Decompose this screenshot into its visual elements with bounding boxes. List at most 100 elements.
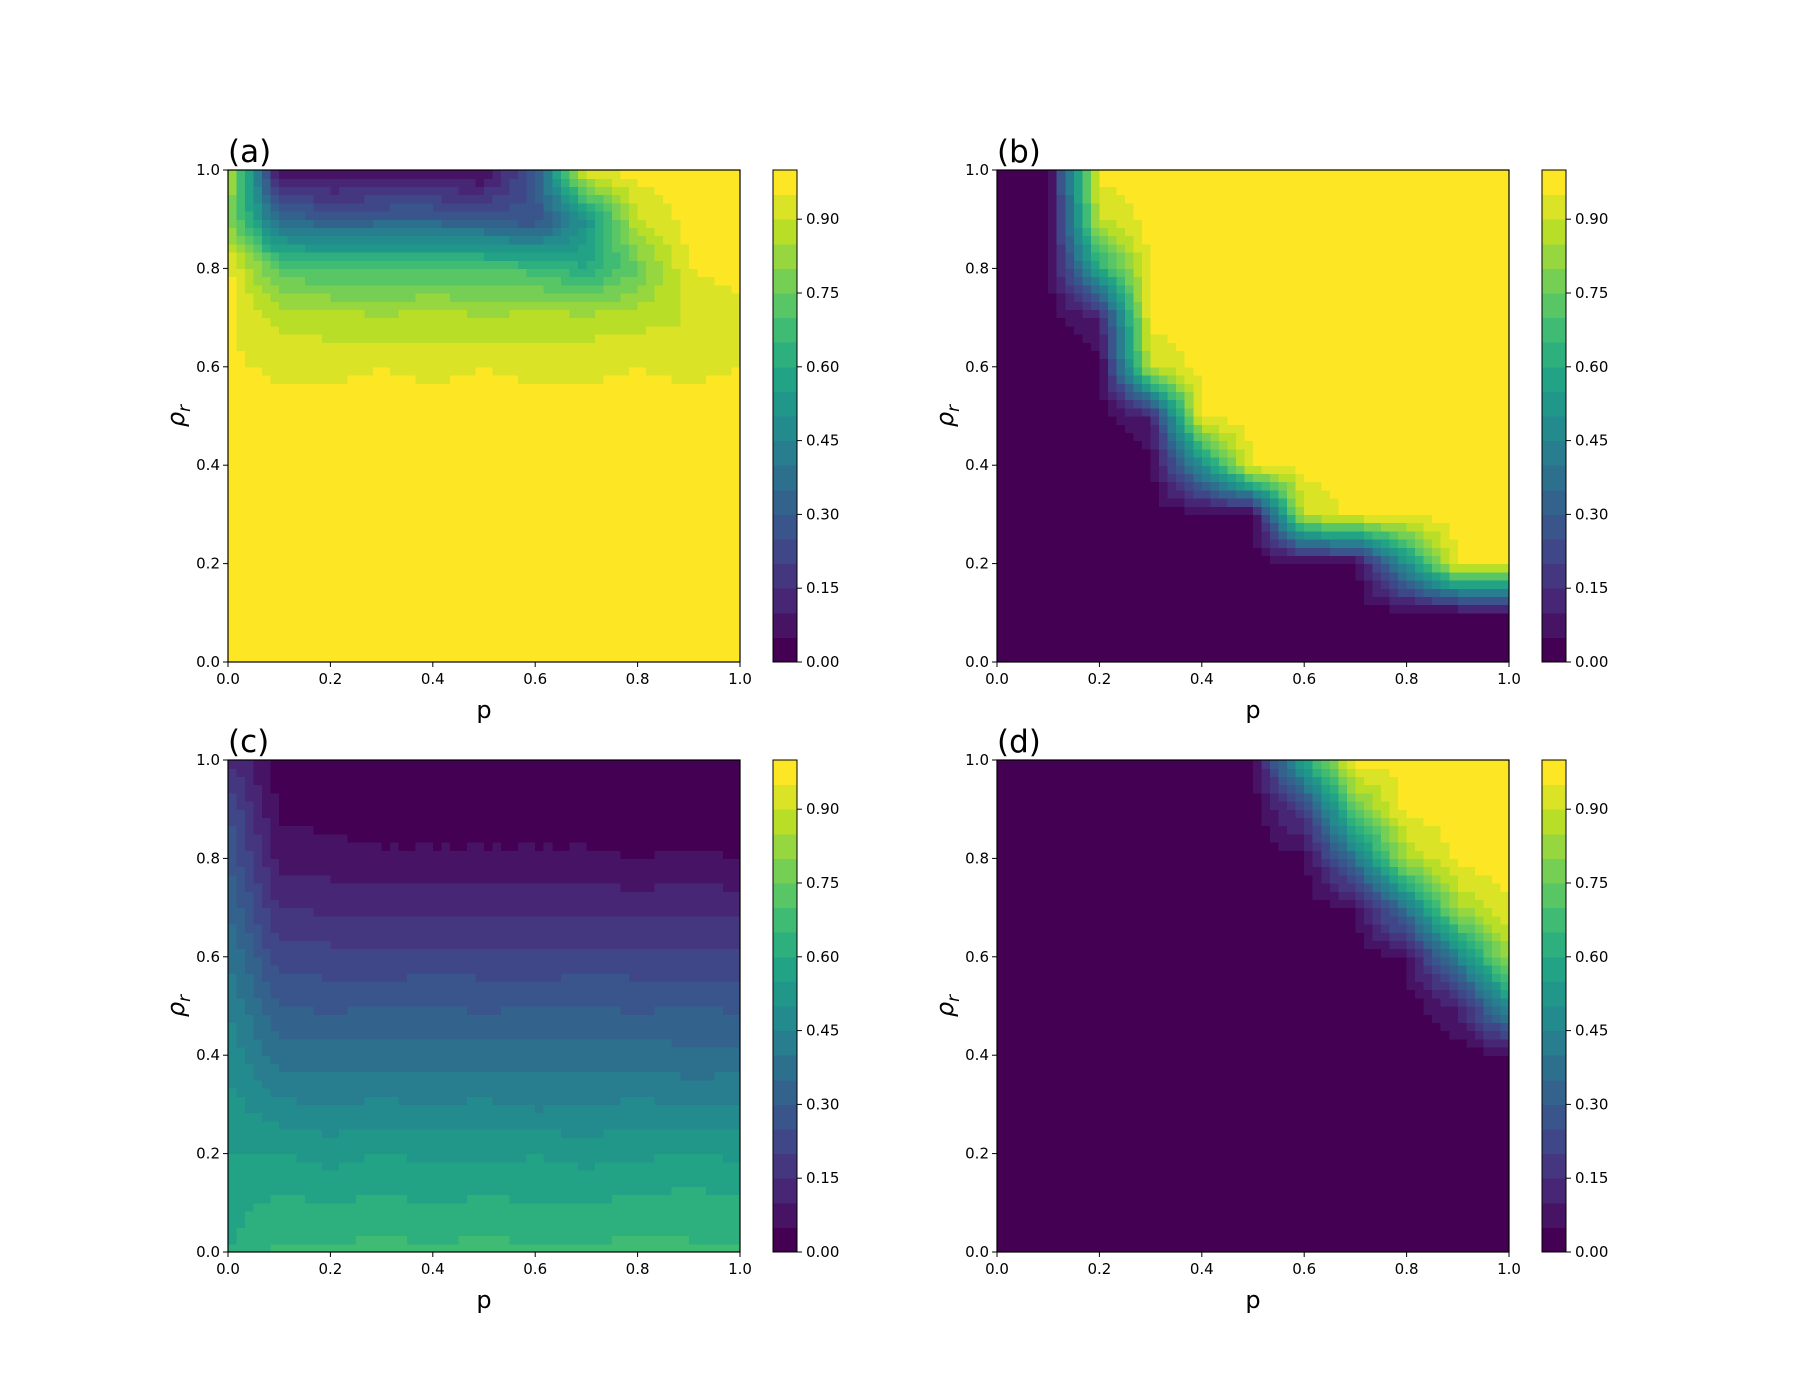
contour-cell <box>1372 522 1382 532</box>
contour-cell <box>501 563 511 573</box>
contour-cell <box>330 448 340 458</box>
contour-cell <box>501 407 511 417</box>
contour-cell <box>731 629 741 638</box>
contour-cell <box>364 268 374 278</box>
contour-cell <box>1150 588 1160 597</box>
contour-cell <box>1261 612 1271 622</box>
contour-cell <box>680 186 690 196</box>
contour-cell <box>1381 629 1391 638</box>
contour-cell <box>1142 580 1152 589</box>
contour-cell <box>1090 563 1100 573</box>
contour-cell <box>569 375 579 384</box>
contour-cell <box>313 448 323 458</box>
contour-cell <box>253 596 263 606</box>
contour-cell <box>688 350 698 360</box>
contour-cell <box>236 448 246 458</box>
contour-cell <box>279 309 289 319</box>
contour-cell <box>663 342 673 351</box>
contour-cell <box>714 325 724 335</box>
contour-cell <box>705 202 715 212</box>
contour-cell <box>1329 580 1339 589</box>
contour-cell <box>518 284 528 294</box>
contour-cell <box>680 612 690 622</box>
contour-cell <box>347 399 357 409</box>
contour-cell <box>441 252 451 261</box>
contour-cell <box>449 432 459 442</box>
contour-cell <box>552 358 562 368</box>
contour-cell <box>688 432 698 442</box>
contour-cell <box>1022 473 1032 483</box>
contour-cell <box>697 235 707 245</box>
contour-cell <box>330 612 340 622</box>
contour-cell <box>1287 506 1297 515</box>
contour-cell <box>492 489 502 499</box>
contour-cell <box>424 424 434 433</box>
contour-cell <box>1500 563 1510 573</box>
contour-cell <box>1312 530 1322 540</box>
contour-cell <box>236 629 246 638</box>
contour-cell <box>236 489 246 499</box>
contour-cell <box>612 596 622 606</box>
contour-cell <box>620 604 630 614</box>
contour-cell <box>577 653 587 663</box>
contour-cell <box>1500 612 1510 622</box>
contour-cell <box>1133 629 1143 638</box>
contour-cell <box>637 309 647 319</box>
contour-cell <box>1338 596 1348 606</box>
contour-cell <box>330 522 340 532</box>
contour-cell <box>449 358 459 368</box>
contour-cell <box>347 219 357 228</box>
contour-cell <box>432 366 442 376</box>
contour-cell <box>526 383 536 392</box>
contour-cell <box>1449 580 1459 589</box>
contour-cell <box>313 563 323 573</box>
contour-cell <box>654 580 664 589</box>
contour-cell <box>390 325 400 335</box>
contour-cell <box>475 530 485 540</box>
contour-cell <box>458 457 468 466</box>
contour-cell <box>381 219 391 228</box>
contour-cell <box>1031 629 1041 638</box>
contour-cell <box>637 391 647 401</box>
contour-cell <box>518 424 528 433</box>
contour-cell <box>245 243 255 253</box>
contour-cell <box>296 342 306 351</box>
contour-cell <box>1014 571 1024 581</box>
contour-cell <box>526 514 536 524</box>
contour-cell <box>586 317 596 327</box>
contour-cell <box>279 342 289 351</box>
contour-cell <box>304 416 314 425</box>
contour-cell <box>577 555 587 565</box>
colorbar-frame <box>772 169 798 663</box>
contour-cell <box>484 424 494 433</box>
contour-cell <box>1039 629 1049 638</box>
contour-cell <box>1005 588 1015 597</box>
contour-cell <box>1176 653 1186 663</box>
contour-cell <box>398 252 408 261</box>
contour-cell <box>407 178 417 187</box>
contour-cell <box>518 194 528 204</box>
contour-cell <box>535 366 545 376</box>
contour-cell <box>1065 612 1075 622</box>
contour-cell <box>279 473 289 483</box>
contour-cell <box>347 276 357 286</box>
contour-cell <box>1125 563 1135 573</box>
contour-cell <box>569 653 579 663</box>
contour-cell <box>1014 489 1024 499</box>
contour-cell <box>518 227 528 237</box>
contour-cell <box>1270 645 1280 655</box>
contour-cell <box>424 555 434 565</box>
contour-cell <box>705 284 715 294</box>
contour-cell <box>296 629 306 638</box>
contour-cell <box>586 440 596 450</box>
contour-cell <box>270 596 280 606</box>
contour-cell <box>1125 514 1135 524</box>
contour-cell <box>697 416 707 425</box>
contour-cell <box>731 309 741 319</box>
contour-cell <box>1321 571 1331 581</box>
contour-cell <box>313 629 323 638</box>
contour-cell <box>560 588 570 597</box>
contour-cell <box>603 227 613 237</box>
contour-cell <box>449 629 459 638</box>
contour-cell <box>262 276 272 286</box>
